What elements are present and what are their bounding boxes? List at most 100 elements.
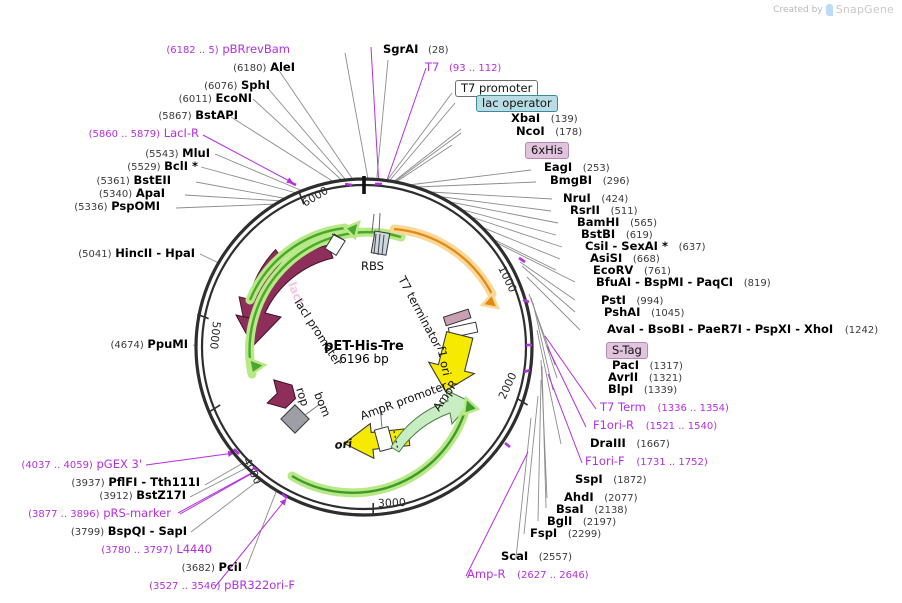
label-name: PciI [218, 560, 242, 574]
label-name: BclI * [164, 159, 198, 173]
label-name: EagI [544, 160, 573, 174]
label-pos: (994) [636, 296, 664, 307]
map-caption-RBS: RBS [361, 259, 384, 273]
feature-arrow-f1-ori [427, 330, 476, 392]
label-pos: (5543) [145, 149, 179, 160]
feature-arrow-lacI-halo [245, 219, 406, 379]
label-name: BstEII [133, 173, 171, 187]
snapgene-watermark: Created by SnapGene [773, 3, 894, 16]
label-name: T7 [425, 60, 440, 74]
label-ScaI[interactable]: ScaI (2557) [501, 550, 572, 563]
label-pGEX-3prime[interactable]: (4037 .. 4059) pGEX 3' [0, 458, 142, 471]
label-FspI[interactable]: FspI (2299) [530, 526, 601, 540]
label-name: PshAI [604, 305, 641, 319]
label-name: pRS-marker [103, 506, 171, 520]
label-LacI-R[interactable]: (5860 .. 5879) LacI-R [0, 127, 199, 140]
label-Amp-R[interactable]: Amp-R (2627 .. 2646) [467, 568, 589, 581]
label-BstEII[interactable]: (5361) BstEII [0, 173, 171, 187]
label-name: DraIII [590, 436, 626, 450]
label-SphI[interactable]: (6076) SphI [40, 79, 270, 92]
label-name: BspQI - SapI [107, 524, 187, 538]
label-RsrII[interactable]: RsrII (511) [570, 203, 637, 217]
snapgene-logo-icon [825, 3, 833, 16]
label-pos: (565) [630, 218, 657, 229]
label-pos: (6011) [178, 94, 212, 105]
label-name: SgrAI [383, 42, 419, 56]
label-BfuAI-BspMI-PaqCI[interactable]: BfuAI - BspMI - PaqCI (819) [596, 275, 771, 289]
label-name: AhdI [564, 490, 594, 504]
label-BsaI[interactable]: BsaI (2138) [556, 502, 628, 516]
label-L4440[interactable]: (3780 .. 3797) L4440 [0, 543, 212, 556]
label-pos: (5529) [127, 162, 161, 173]
label-SgrAI[interactable]: SgrAI (28) [383, 42, 449, 56]
label-BstAPI[interactable]: (5867) BstAPI [20, 109, 238, 122]
label-EagI[interactable]: EagI (253) [544, 160, 610, 174]
label-pos: (1872) [613, 475, 647, 486]
label-pos: (1336 .. 1354) [657, 403, 729, 414]
label-EcoRV[interactable]: EcoRV (761) [593, 264, 671, 277]
label-pBRrevBam[interactable]: (6182 .. 5) pBRrevBam [60, 43, 290, 56]
label-pRS-marker[interactable]: (3877 .. 3896) pRS-marker [0, 506, 171, 520]
label-BamHI[interactable]: BamHI (565) [577, 216, 657, 229]
label-AleI[interactable]: (6180) AleI [60, 60, 295, 74]
label-name: PpuMI [147, 337, 188, 351]
label-BclI[interactable]: (5529) BclI * [20, 159, 198, 173]
label-HincII-HpaI[interactable]: (5041) HincII - HpaI [0, 247, 195, 260]
label-T7[interactable]: T7 (93 .. 112) [425, 60, 501, 74]
label-EcoNI[interactable]: (6011) EcoNI [30, 92, 252, 105]
label-XbaI[interactable]: XbaI (139) [511, 111, 578, 125]
label-pos: (1731 .. 1752) [636, 457, 708, 468]
label-PshAI[interactable]: PshAI (1045) [604, 305, 685, 319]
label-name: PstI [601, 293, 626, 307]
label-PciI[interactable]: (3682) PciI [0, 560, 242, 574]
label-name: F1ori-F [585, 454, 625, 468]
label-ApaI[interactable]: (5340) ApaI [0, 187, 165, 200]
label-BglI[interactable]: BglI (2197) [547, 515, 616, 528]
label-pos: (3527 .. 3546) [149, 581, 221, 592]
label-pos: (1045) [651, 308, 685, 319]
label-name: FspI [530, 526, 558, 540]
label-AvrII[interactable]: AvrII (1321) [608, 370, 682, 384]
label-AhdI[interactable]: AhdI (2077) [564, 490, 638, 504]
label-F1ori-F[interactable]: F1ori-F (1731 .. 1752) [585, 454, 708, 468]
label-SspI[interactable]: SspI (1872) [575, 472, 647, 486]
label-T7-Term[interactable]: T7 Term (1336 .. 1354) [600, 401, 729, 414]
label-pos: (3937) [71, 478, 105, 489]
label-pBR322ori-F[interactable]: (3527 .. 3546) pBR322ori-F [0, 579, 295, 592]
label-name: BfuAI - BspMI - PaqCI [596, 275, 734, 289]
label-name: F1ori-R [593, 418, 635, 432]
label-BstBI[interactable]: BstBI (619) [581, 228, 653, 241]
leader-lines-right-feature [370, 46, 597, 577]
label-pos: (178) [555, 127, 583, 138]
label-PstI[interactable]: PstI (994) [601, 293, 664, 307]
label-pos: (3780 .. 3797) [101, 545, 173, 556]
label-name: XbaI [511, 111, 541, 125]
label-name: RsrII [570, 203, 600, 217]
label-CsiI-SexAI[interactable]: CsiI - SexAI * (637) [585, 240, 706, 253]
label-BmgBI[interactable]: BmgBI (296) [550, 174, 630, 187]
label-BspQI-SapI[interactable]: (3799) BspQI - SapI [0, 524, 187, 538]
label-PflFI-Tth111I[interactable]: (3937) PflFI - Tth111I [0, 476, 200, 489]
leader-lines-right [461, 261, 581, 559]
label-name: AleI [270, 60, 295, 74]
label-AvaI-BsoBI-PaeR7I-PspXI-XhoI[interactable]: AvaI - BsoBI - PaeR7I - PspXI - XhoI (12… [607, 323, 878, 336]
label-PacI[interactable]: PacI (1317) [612, 359, 683, 372]
feature-marker-RBS [370, 212, 391, 256]
label-DraIII[interactable]: DraIII (1667) [590, 436, 670, 450]
label-pos: (819) [743, 278, 771, 289]
label-BlpI[interactable]: BlpI (1339) [608, 383, 678, 396]
label-AsiSI[interactable]: AsiSI (668) [590, 252, 660, 265]
label-pos: (1339) [643, 385, 678, 396]
label-PspOMI[interactable]: (5336) PspOMI [0, 200, 160, 213]
label-F1ori-R[interactable]: F1ori-R (1521 .. 1540) [593, 418, 717, 432]
label-name: AvrII [608, 370, 639, 384]
label-NruI[interactable]: NruI (424) [563, 192, 628, 205]
watermark-brand: SnapGene [835, 3, 894, 16]
label-BstZ17I[interactable]: (3912) BstZ17I [0, 489, 186, 502]
label-NcoI[interactable]: NcoI (178) [516, 125, 583, 138]
label-MluI[interactable]: (5543) MluI [20, 147, 210, 160]
label-name: SspI [575, 472, 603, 486]
label-PpuMI[interactable]: (4674) PpuMI [0, 337, 189, 351]
label-name: BsaI [556, 502, 584, 516]
